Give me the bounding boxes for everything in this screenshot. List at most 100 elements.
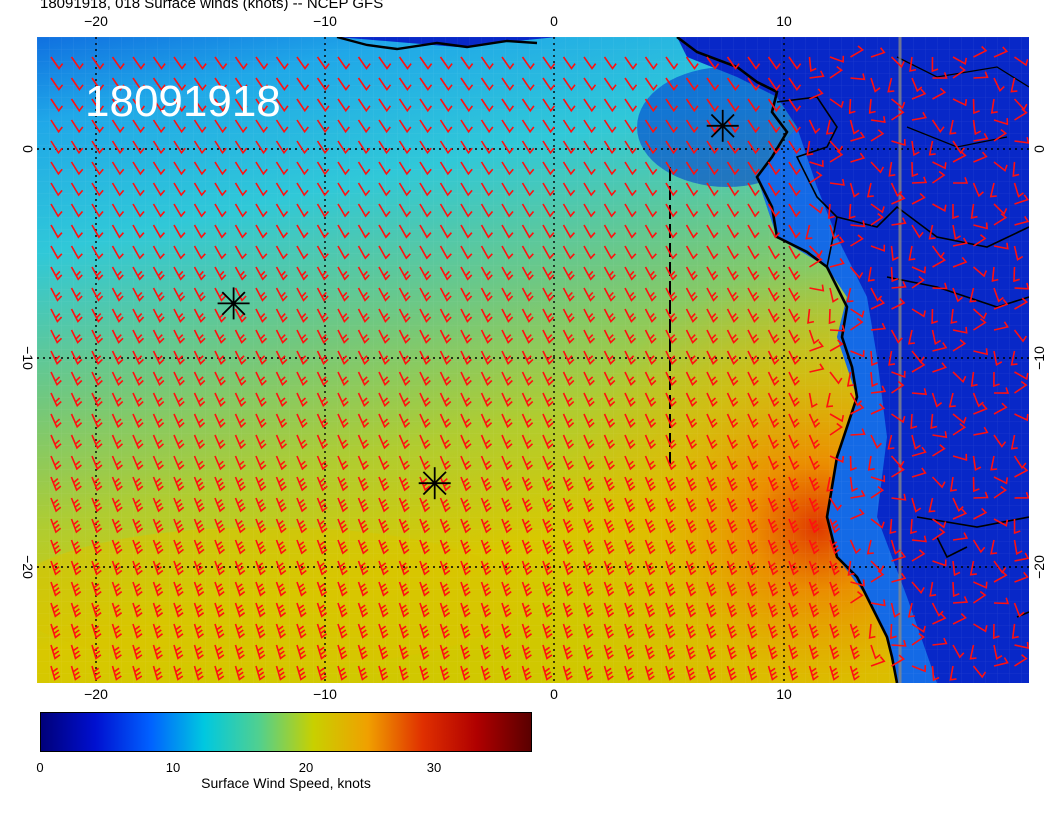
wind-barb xyxy=(255,392,267,408)
wind-barb xyxy=(726,602,738,618)
wind-barb xyxy=(726,245,739,260)
wind-barb xyxy=(603,161,617,176)
wind-barb xyxy=(357,161,371,176)
wind-barb xyxy=(890,56,905,69)
wind-barb xyxy=(603,308,616,323)
wind-barb xyxy=(316,98,330,113)
wind-barb xyxy=(234,98,248,113)
wind-barb xyxy=(969,560,977,576)
wind-barb xyxy=(439,539,451,555)
wind-barb xyxy=(234,245,247,260)
wind-barb xyxy=(521,392,534,408)
wind-barb xyxy=(296,203,309,218)
wind-barb xyxy=(152,413,165,429)
wind-barb xyxy=(562,602,574,618)
wind-barb xyxy=(644,644,655,660)
wind-barb xyxy=(788,350,800,365)
wind-barb xyxy=(316,497,328,513)
wind-barb xyxy=(932,444,946,457)
wind-barb xyxy=(788,203,801,218)
wind-barb xyxy=(296,182,309,197)
wind-barb xyxy=(91,392,103,408)
wind-barb xyxy=(990,98,998,114)
wind-barb xyxy=(521,350,534,365)
wind-barb xyxy=(480,56,494,70)
wind-barb xyxy=(562,623,573,639)
wind-barb xyxy=(398,602,410,618)
wind-barb xyxy=(214,140,227,155)
wind-barb xyxy=(891,138,906,147)
wind-barb xyxy=(973,318,987,331)
wind-barb xyxy=(419,518,431,534)
wind-barb xyxy=(542,245,555,260)
wind-barb xyxy=(337,287,350,302)
wind-barb xyxy=(706,434,718,450)
wind-barb xyxy=(603,119,617,134)
wind-barb xyxy=(152,203,166,218)
wind-barb xyxy=(50,161,63,176)
wind-barb xyxy=(132,581,143,597)
wind-barb xyxy=(439,602,451,618)
wind-barb xyxy=(521,455,533,471)
wind-barb xyxy=(50,623,61,639)
wind-barb xyxy=(214,560,225,576)
wind-barb xyxy=(562,392,575,408)
wind-barb xyxy=(337,308,350,323)
wind-barb xyxy=(685,203,699,218)
wind-barb xyxy=(706,140,719,155)
wind-barb xyxy=(993,242,1009,250)
wind-barb xyxy=(542,539,554,555)
wind-barb xyxy=(50,602,61,618)
wind-barb xyxy=(993,402,1008,415)
wind-barb xyxy=(767,161,781,176)
wind-barb xyxy=(91,602,102,618)
wind-barb xyxy=(419,56,433,70)
wind-barb xyxy=(809,255,823,268)
wind-barb xyxy=(870,518,885,529)
wind-barb xyxy=(1013,98,1028,111)
wind-barb xyxy=(419,434,431,450)
wind-barb xyxy=(747,224,760,239)
wind-barb xyxy=(275,455,287,471)
wind-barb xyxy=(460,140,473,155)
wind-barb xyxy=(870,475,886,483)
wind-barb xyxy=(542,623,553,639)
wind-barb xyxy=(378,560,389,576)
wind-barb xyxy=(685,560,697,576)
wind-barb xyxy=(501,497,513,513)
wind-barb xyxy=(296,560,307,576)
wind-barb xyxy=(111,266,124,281)
wind-barb xyxy=(296,77,310,91)
wind-barb xyxy=(480,182,494,197)
wind-barb xyxy=(480,203,494,218)
wind-barb xyxy=(542,182,555,197)
wind-barb xyxy=(542,287,555,302)
wind-barb xyxy=(50,308,63,323)
wind-barb xyxy=(296,476,308,492)
wind-barb xyxy=(931,329,942,345)
wind-barb xyxy=(214,539,226,555)
wind-barb xyxy=(501,182,514,197)
wind-barb xyxy=(70,350,83,365)
wind-barb xyxy=(973,623,988,633)
wind-barb xyxy=(234,56,248,70)
wind-barb xyxy=(296,392,308,408)
wind-barb xyxy=(583,665,594,681)
wind-barb xyxy=(152,308,165,323)
wind-barb xyxy=(562,329,575,344)
wind-barb xyxy=(132,413,144,429)
x-tick-top: −10 xyxy=(313,13,337,29)
wind-barb xyxy=(644,308,657,323)
wind-barb xyxy=(583,539,595,555)
wind-barb xyxy=(911,224,924,239)
wind-barb xyxy=(562,161,576,176)
wind-barb xyxy=(726,581,738,597)
wind-barb xyxy=(973,507,988,520)
wind-barb xyxy=(357,413,370,429)
wind-barb xyxy=(542,140,555,155)
wind-barb xyxy=(624,476,636,492)
wind-barb xyxy=(275,245,288,260)
wind-barb xyxy=(480,455,492,471)
wind-barb xyxy=(111,56,125,70)
wind-barb xyxy=(50,266,63,281)
